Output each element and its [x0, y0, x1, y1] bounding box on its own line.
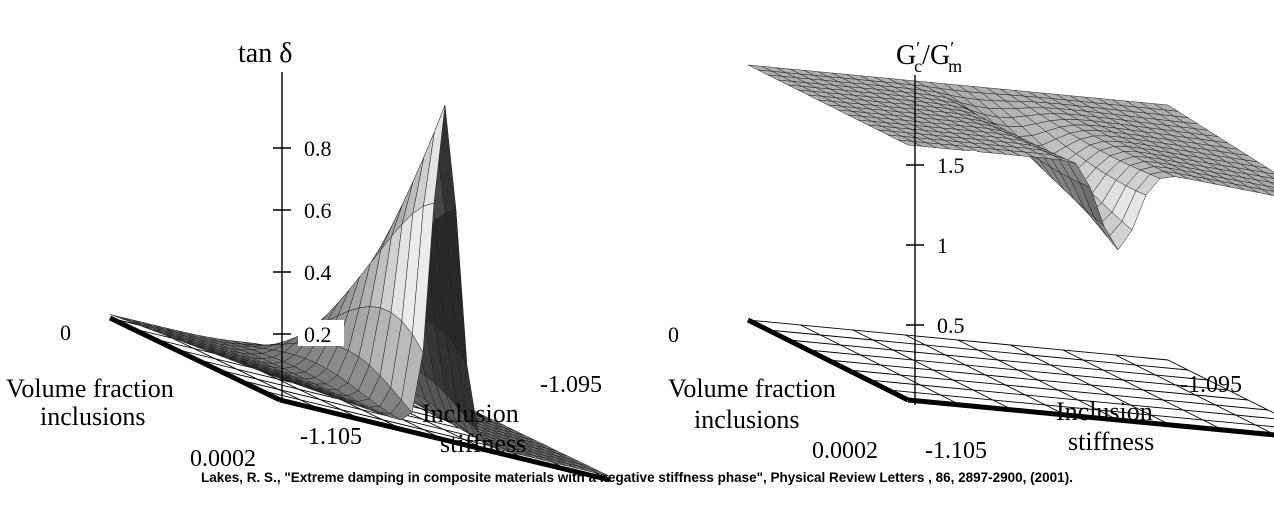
right-y-axis-label-line1: Volume fraction	[668, 374, 836, 403]
right-z-label-sub-c: c	[914, 56, 922, 76]
right-z-label-prime2: ′	[950, 38, 954, 58]
left-floor-x-axis	[279, 397, 611, 483]
figure-caption: Lakes, R. S., "Extreme damping in compos…	[201, 470, 1073, 485]
right-surface	[747, 64, 1274, 251]
right-z-tick-bg	[931, 231, 977, 257]
left-x-axis-label-word2: stiffness	[440, 429, 526, 458]
left-z-axis-label: tan δ	[238, 38, 292, 69]
left-surface-plot: 0.2 0.4 0.6 0.8 tan δ 0 Volume fraction inc…	[6, 38, 611, 483]
right-z-tick-label: 1	[937, 233, 948, 258]
right-floor-grid-line	[847, 369, 1269, 411]
left-z-tick-label: 0.6	[304, 198, 332, 223]
right-floor-grid	[746, 317, 1274, 438]
left-y-axis-label-line2: inclusions	[40, 402, 145, 431]
right-floor-grid-line	[1010, 344, 1171, 426]
right-z-tick-label: 1.5	[937, 153, 965, 178]
right-z-tick-bg	[931, 151, 977, 177]
right-floor-grid-line	[1115, 354, 1274, 435]
right-surface-facet	[1269, 182, 1274, 186]
right-y-axis-label-line2: inclusions	[694, 405, 799, 434]
right-x-axis-label-word1: Inclusion	[1056, 397, 1153, 426]
left-z-tick-bg	[298, 134, 344, 160]
right-floor-grid-line	[887, 389, 1274, 428]
right-floor-grid-line	[867, 379, 1274, 420]
left-y-tick-0: 0	[60, 320, 71, 345]
left-x-axis-label: Inclusion stiffness	[422, 399, 526, 458]
right-z-label-sub-m: m	[948, 56, 962, 76]
left-y-tick-1: 0.0002	[190, 446, 256, 472]
left-y-axis-label-line1: Volume fraction	[6, 374, 174, 403]
right-z-ticks: 0.5 1 1.5	[906, 151, 977, 338]
left-z-ticks: 0.2 0.4 0.6 0.8	[273, 134, 344, 347]
left-z-tick-label: 0.4	[304, 260, 332, 285]
left-z-tick-bg	[298, 258, 344, 284]
left-z-tick-bg	[298, 320, 344, 346]
svg-text:G′c/G′m: G′ c/G′ m	[896, 38, 962, 76]
left-z-tick-label: 0.2	[304, 322, 332, 347]
right-surface-plot: 0.511.5 G′ c/G′ m 0 Volume fraction inclus…	[668, 38, 1274, 464]
left-floor-y-axis	[108, 315, 282, 403]
right-floor-x-axis	[907, 397, 1274, 438]
right-floor-grid-line	[827, 359, 1249, 401]
right-x-tick-0: -1.105	[925, 438, 987, 464]
left-x-axis-label-word1: Inclusion	[422, 399, 519, 428]
left-x-tick-0: -1.105	[300, 424, 362, 450]
right-z-tick-label: 0.5	[937, 313, 965, 338]
left-x-tick-1: -1.095	[540, 372, 602, 398]
left-surface-facet	[269, 374, 292, 383]
right-z-label-slash: /	[922, 40, 930, 71]
right-y-tick-1: 0.0002	[812, 438, 878, 464]
right-z-axis-label: G′ c/G′ m	[896, 38, 962, 76]
left-surface	[109, 105, 611, 477]
left-z-tick-bg	[298, 196, 344, 222]
right-floor-grid-line	[1062, 349, 1224, 431]
right-z-tick-bg	[931, 311, 977, 337]
right-surface-facet	[897, 139, 923, 147]
right-floor-y-axis	[746, 317, 910, 403]
right-x-axis-label: Inclusion stiffness	[1056, 397, 1159, 456]
left-z-tick-label: 0.8	[304, 136, 332, 161]
right-x-axis-label-word2: stiffness	[1068, 427, 1154, 456]
right-z-label-g1: G	[896, 40, 916, 71]
right-z-label-prime1: ′	[916, 38, 920, 58]
right-x-tick-1: -1.095	[1180, 372, 1242, 398]
right-floor-grid-line	[1167, 359, 1274, 414]
right-y-tick-0: 0	[668, 322, 679, 347]
right-z-label-g2: G	[930, 40, 950, 71]
